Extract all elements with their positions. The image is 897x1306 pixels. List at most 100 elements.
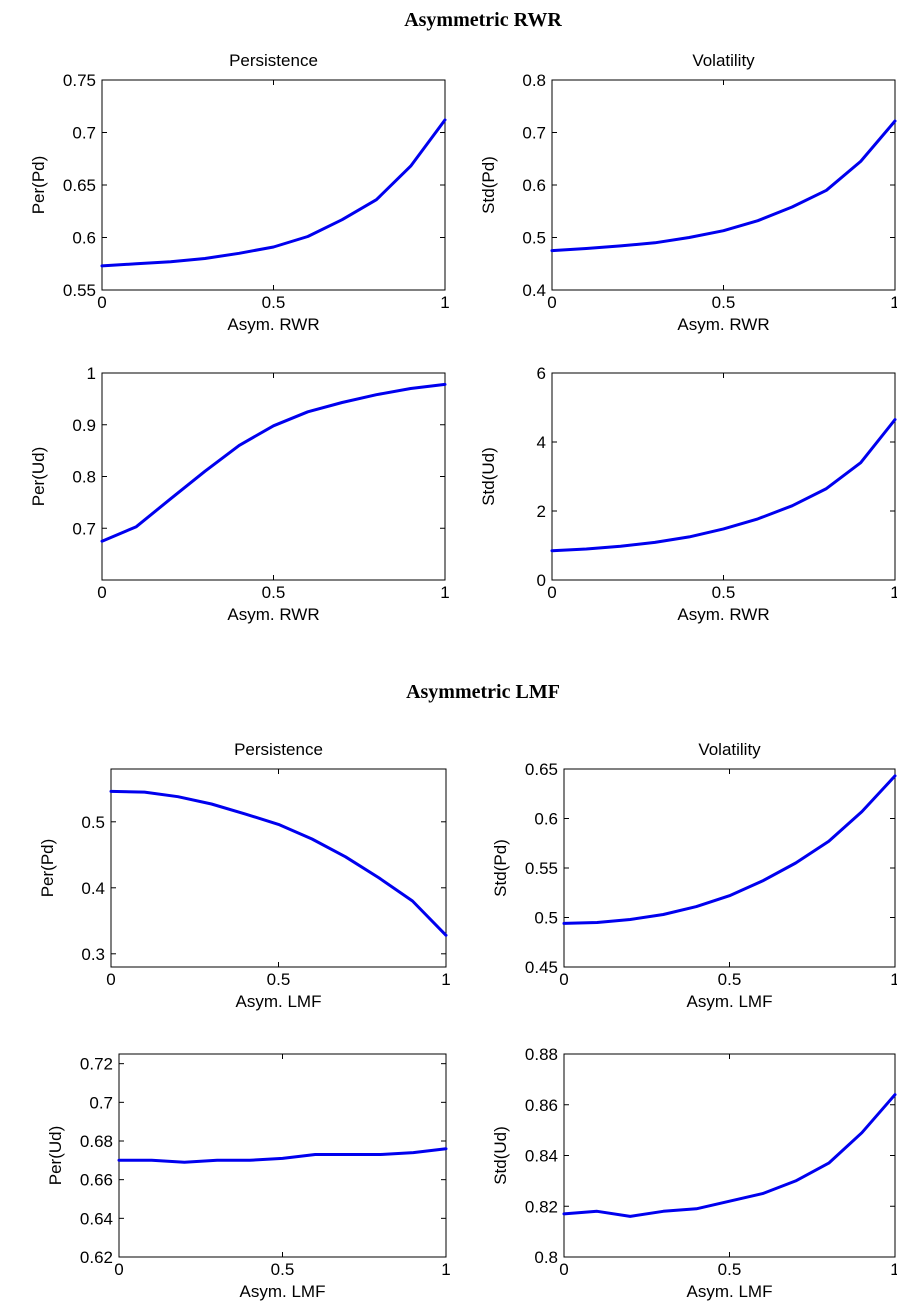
x-tick-label: 0.5 <box>718 1260 742 1279</box>
y-tick-label: 0.68 <box>80 1132 113 1151</box>
chart-panel-5: 0 0.5 1 0.45 0.5 0.55 0.6 0.65 Volatility Asym. L… <box>491 740 897 1011</box>
y-tick-label: 0.7 <box>89 1093 113 1112</box>
series-line <box>100 382 447 543</box>
x-tick-label: 0.5 <box>718 970 742 989</box>
y-tick-label: 0.88 <box>525 1045 558 1064</box>
panel-title: Volatility <box>698 740 761 759</box>
x-tick-label: 0.5 <box>712 293 736 312</box>
x-axis-label: Asym. RWR <box>227 605 319 624</box>
x-tick-label: 0.5 <box>712 583 736 602</box>
y-axis-label: Std(Pd) <box>491 839 510 897</box>
y-tick-label: 0.4 <box>522 281 546 300</box>
y-tick-label: 0.55 <box>63 281 96 300</box>
y-tick-label: 0.64 <box>80 1209 113 1228</box>
y-tick-label: 0.5 <box>522 229 546 248</box>
y-tick-label: 0.8 <box>522 71 546 90</box>
x-tick-label: 0 <box>97 583 106 602</box>
y-axis-label: Per(Pd) <box>38 839 57 898</box>
y-axis-label: Std(Ud) <box>479 447 498 506</box>
y-tick-label: 0.5 <box>81 813 105 832</box>
chart-panel-7: 0 0.5 1 0.8 0.82 0.84 0.86 0.88 Asym. LMF Std(Ud) <box>491 1045 897 1301</box>
x-axis-label: Asym. LMF <box>687 992 773 1011</box>
y-tick-label: 0.86 <box>525 1096 558 1115</box>
y-tick-label: 6 <box>537 364 546 383</box>
y-tick-label: 0.82 <box>525 1197 558 1216</box>
x-tick-label: 0 <box>547 583 556 602</box>
y-tick-label: 0.65 <box>525 760 558 779</box>
plot-frame <box>563 768 896 968</box>
x-axis-label: Asym. RWR <box>677 315 769 334</box>
x-axis-label: Asym. LMF <box>687 1282 773 1301</box>
plot-frame <box>118 1053 447 1258</box>
x-tick-label: 0.5 <box>271 1260 295 1279</box>
y-axis-label: Per(Pd) <box>29 156 48 215</box>
series-line <box>550 418 897 553</box>
panel-title: Persistence <box>229 51 318 70</box>
y-tick-label: 0.72 <box>80 1055 113 1074</box>
chart-panel-4: 0 0.5 1 0.3 0.4 0.5 Persistence Asym. LMF Per(Pd… <box>38 740 451 1011</box>
x-tick-label: 0 <box>97 293 106 312</box>
x-tick-label: 1 <box>441 1260 450 1279</box>
x-tick-label: 0 <box>114 1260 123 1279</box>
y-tick-label: 4 <box>537 433 546 452</box>
y-tick-label: 0.6 <box>534 810 558 829</box>
x-tick-label: 0 <box>106 970 115 989</box>
x-tick-label: 1 <box>890 293 897 312</box>
plot-frame <box>101 372 446 581</box>
x-tick-label: 0 <box>547 293 556 312</box>
y-tick-label: 0.9 <box>72 416 96 435</box>
x-tick-label: 1 <box>890 970 897 989</box>
y-tick-label: 0.8 <box>72 468 96 487</box>
series-line <box>117 1147 448 1164</box>
chart-panel-1: 0 0.5 1 0.4 0.5 0.6 0.7 0.8 Volatility Asym. RWR S… <box>479 51 897 334</box>
x-axis-label: Asym. RWR <box>677 605 769 624</box>
y-tick-label: 0.66 <box>80 1171 113 1190</box>
panel-title: Persistence <box>234 740 323 759</box>
x-tick-label: 1 <box>441 970 450 989</box>
plot-frame <box>551 79 896 291</box>
x-tick-label: 1 <box>440 293 449 312</box>
y-tick-label: 0.55 <box>525 859 558 878</box>
section-title-rwr: Asymmetric RWR <box>404 9 562 31</box>
series-line <box>550 119 897 253</box>
plot-frame <box>563 1053 896 1258</box>
x-tick-label: 1 <box>440 583 449 602</box>
x-tick-label: 1 <box>890 583 897 602</box>
series-line <box>109 789 448 937</box>
x-tick-label: 0.5 <box>267 970 291 989</box>
y-tick-label: 2 <box>537 502 546 521</box>
x-axis-label: Asym. LMF <box>240 1282 326 1301</box>
chart-panel-6: 0 0.5 1 0.62 0.64 0.66 0.68 0.7 0.72 Asym. LMF Per… <box>46 1053 451 1301</box>
panel-title: Volatility <box>692 51 755 70</box>
y-tick-label: 0.65 <box>63 176 96 195</box>
panels-group: 0 0.5 1 0.55 0.6 0.65 0.7 0.75 Persistence Asym. … <box>29 51 897 1301</box>
y-axis-label: Per(Ud) <box>29 447 48 507</box>
chart-panel-2: 0 0.5 1 0.7 0.8 0.9 1 Asym. RWR Per(Ud) <box>29 364 450 624</box>
series-line <box>562 774 897 925</box>
y-tick-label: 0.5 <box>534 909 558 928</box>
x-tick-label: 0.5 <box>262 293 286 312</box>
y-tick-label: 0.7 <box>522 124 546 143</box>
x-tick-label: 0 <box>559 970 568 989</box>
y-tick-label: 0.84 <box>525 1147 558 1166</box>
plot-frame <box>101 79 446 291</box>
y-tick-label: 0.3 <box>81 945 105 964</box>
x-tick-label: 0.5 <box>262 583 286 602</box>
y-axis-label: Std(Ud) <box>491 1126 510 1185</box>
y-tick-label: 0.62 <box>80 1248 113 1267</box>
y-axis-label: Per(Ud) <box>46 1126 65 1186</box>
series-line <box>562 1093 897 1218</box>
chart-panel-3: 0 0.5 1 0 2 4 6 Asym. RWR Std(Ud) <box>479 364 897 624</box>
y-tick-label: 0.6 <box>522 176 546 195</box>
y-tick-label: 0 <box>537 571 546 590</box>
plot-frame <box>110 768 447 968</box>
y-tick-label: 0.6 <box>72 229 96 248</box>
y-tick-label: 0.7 <box>72 519 96 538</box>
y-tick-label: 0.7 <box>72 124 96 143</box>
y-tick-label: 1 <box>87 364 96 383</box>
y-tick-label: 0.45 <box>525 958 558 977</box>
y-tick-label: 0.4 <box>81 879 105 898</box>
series-line <box>100 118 447 268</box>
x-tick-label: 1 <box>890 1260 897 1279</box>
